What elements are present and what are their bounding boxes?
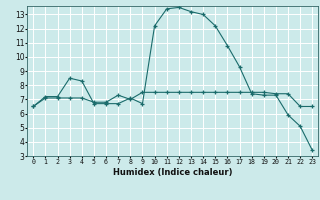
X-axis label: Humidex (Indice chaleur): Humidex (Indice chaleur) xyxy=(113,168,233,177)
